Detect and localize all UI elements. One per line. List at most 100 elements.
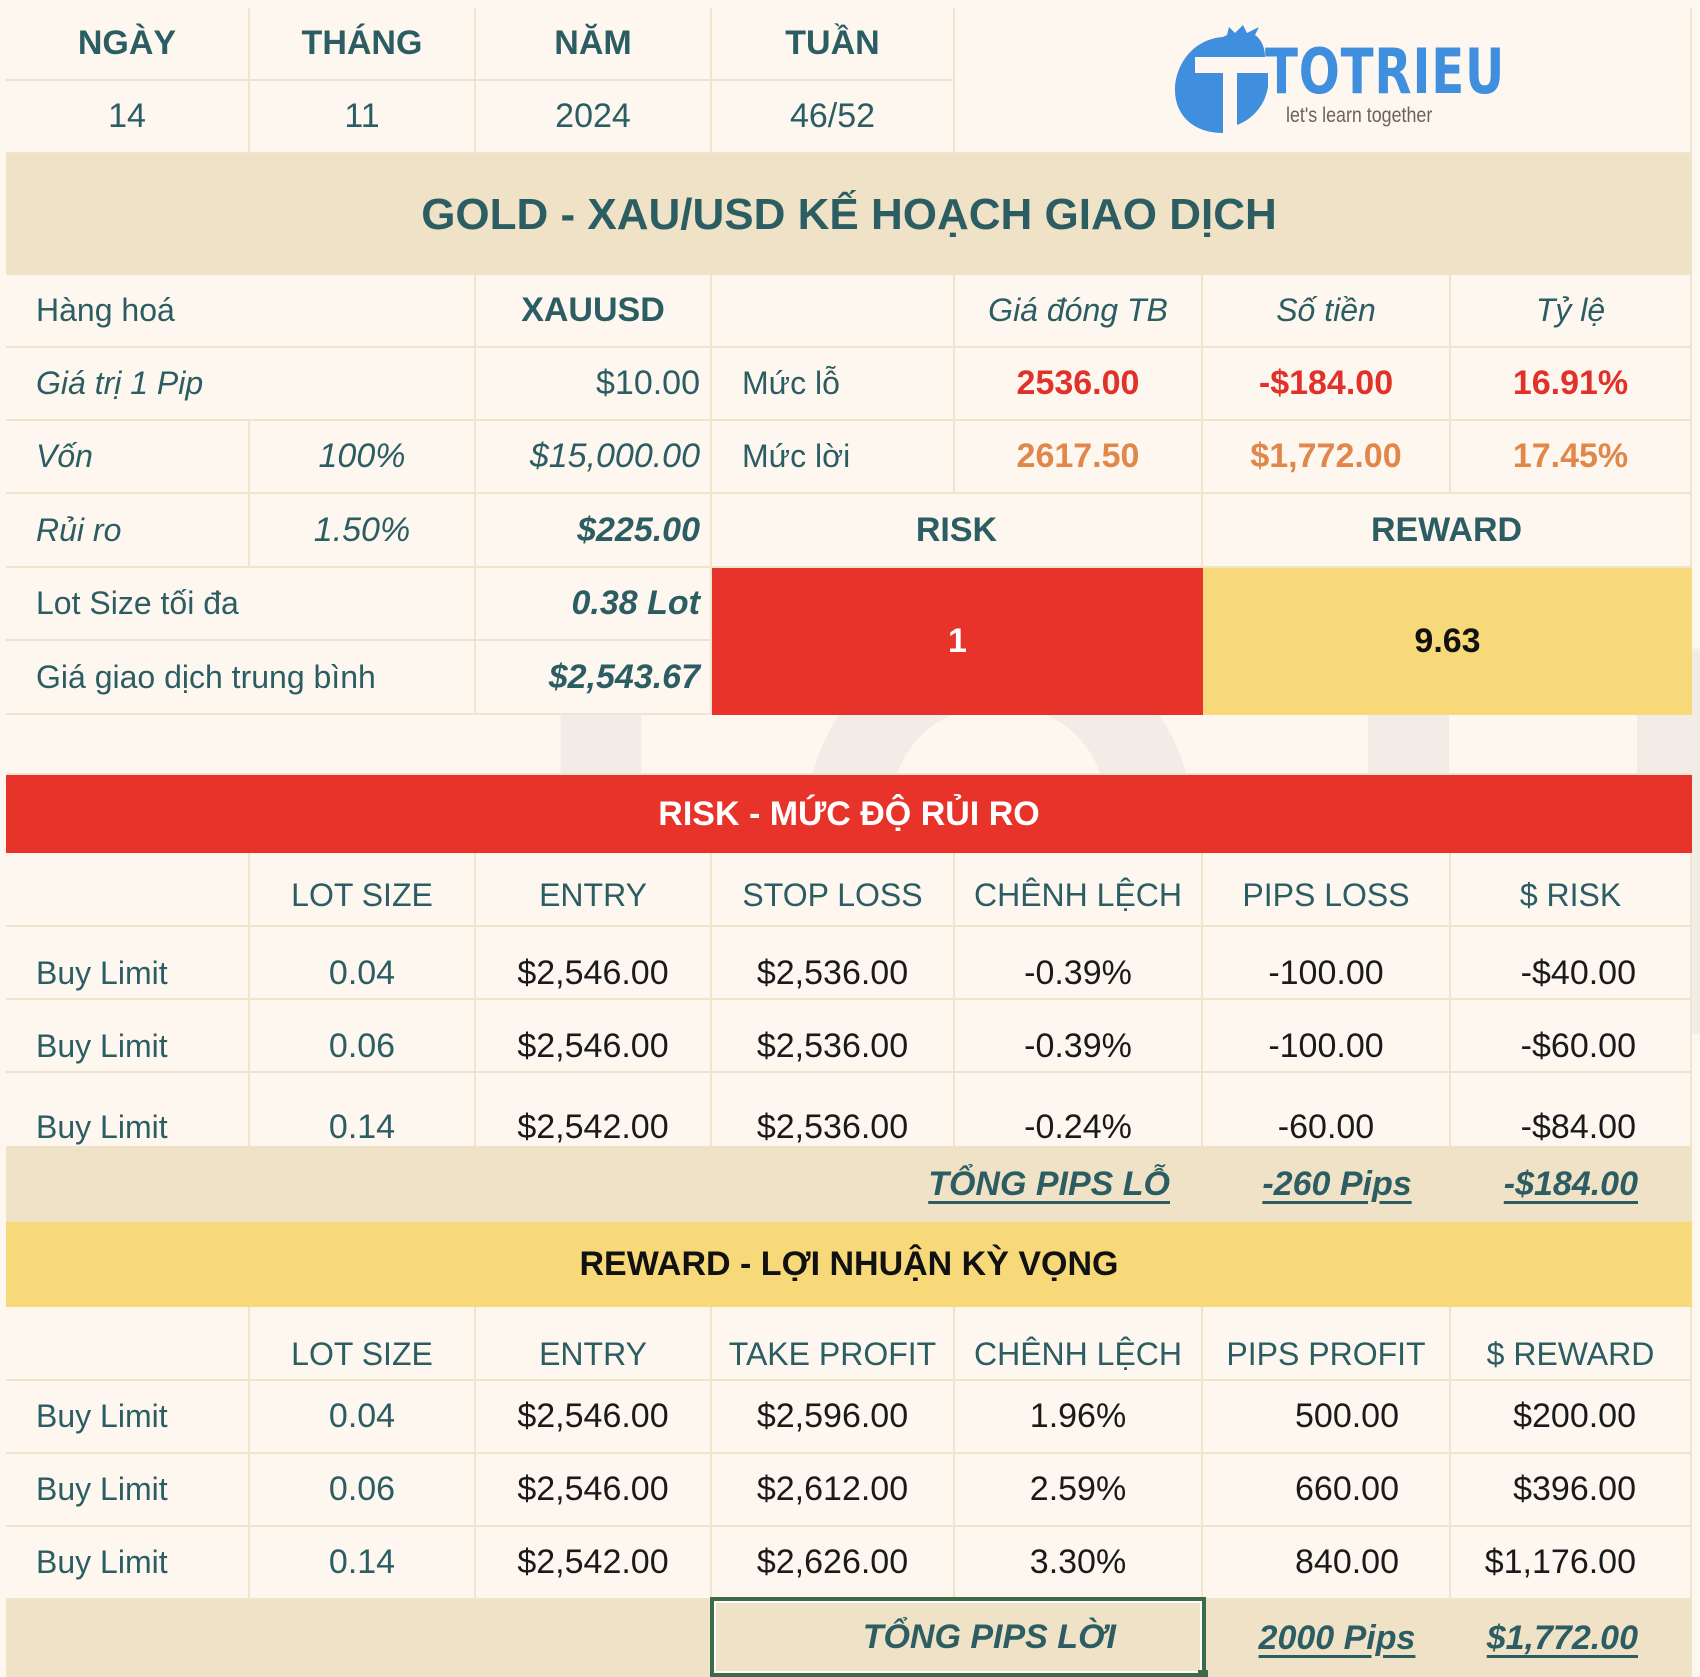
- risk-col-blank: [6, 853, 250, 927]
- reward-row-1-entry: $2,546.00: [476, 1381, 712, 1454]
- logo-brand: TOTRIEU: [1264, 35, 1505, 108]
- commodity-value: XAUUSD: [476, 275, 712, 348]
- risk-row-3-sl: $2,536.00: [712, 1073, 955, 1146]
- profit-level-pct: 17.45%: [1451, 421, 1692, 494]
- risk-col-dollar-risk: $ RISK: [1451, 853, 1692, 927]
- ratio-risk-box: 1: [712, 568, 1203, 715]
- risk-row-1-type: Buy Limit: [6, 927, 250, 1000]
- loss-level-pct: 16.91%: [1451, 348, 1692, 421]
- header-week: TUẦN: [712, 8, 955, 81]
- risk-row-3-entry: $2,542.00: [476, 1073, 712, 1146]
- reward-row-1-pips: 500.00: [1203, 1381, 1451, 1454]
- risk-row-3-pips: -60.00: [1203, 1073, 1451, 1146]
- reward-row-3-dollar: $1,176.00: [1451, 1527, 1692, 1600]
- risk-total-amount: -$184.00: [1503, 1164, 1638, 1203]
- levels-header-amount: Số tiền: [1203, 275, 1451, 348]
- page-title: GOLD - XAU/USD KẾ HOẠCH GIAO DỊCH: [421, 189, 1277, 239]
- reward-row-2-pips: 660.00: [1203, 1454, 1451, 1527]
- risk-row-2-dollar: -$60.00: [1451, 1000, 1692, 1073]
- ratio-risk-label: RISK: [712, 494, 1203, 568]
- capital-label: Vốn: [6, 421, 250, 494]
- risk-total-label: TỔNG PIPS LỖ: [928, 1164, 1170, 1203]
- reward-total-label-cell[interactable]: TỔNG PIPS LỜI: [710, 1597, 1206, 1677]
- risk-row-2-entry: $2,546.00: [476, 1000, 712, 1073]
- reward-row-1-diff: 1.96%: [955, 1381, 1203, 1454]
- reward-row-3-tp: $2,626.00: [712, 1527, 955, 1600]
- ratio-reward-box: 9.63: [1203, 568, 1692, 715]
- risk-section-title: RISK - MỨC ĐỘ RỦI RO: [658, 794, 1040, 833]
- risk-row-3-diff: -0.24%: [955, 1073, 1203, 1146]
- risk-row-1-dollar: -$40.00: [1451, 927, 1692, 1000]
- reward-total-pips: 2000 Pips: [1258, 1619, 1416, 1657]
- reward-row-1-dollar: $200.00: [1451, 1381, 1692, 1454]
- reward-row-3-entry: $2,542.00: [476, 1527, 712, 1600]
- risk-row-2-sl: $2,536.00: [712, 1000, 955, 1073]
- risk-total-pips: -260 Pips: [1262, 1164, 1412, 1203]
- reward-total-row: [6, 1600, 1692, 1677]
- pip-value-label: Giá trị 1 Pip: [6, 348, 476, 421]
- reward-row-3-lot: 0.14: [250, 1527, 476, 1600]
- max-lot-value: 0.38 Lot: [476, 568, 712, 641]
- logo-flame-t-icon: [1174, 25, 1268, 133]
- loss-level-price: 2536.00: [955, 348, 1203, 421]
- profit-level-price: 2617.50: [955, 421, 1203, 494]
- risk-value: $225.00: [476, 494, 712, 568]
- ratio-reward-value: 9.63: [1414, 622, 1481, 660]
- levels-blank-header: [712, 275, 955, 348]
- ratio-risk-value: 1: [948, 622, 967, 660]
- logo-cell: TOTRIEU let's learn together: [955, 8, 1692, 154]
- reward-row-2-lot: 0.06: [250, 1454, 476, 1527]
- selection-fill-handle[interactable]: [1198, 1670, 1208, 1677]
- risk-col-lot-size: LOT SIZE: [250, 853, 476, 927]
- reward-section-band: REWARD - LỢI NHUẬN KỲ VỌNG: [6, 1222, 1692, 1307]
- reward-section-title: REWARD - LỢI NHUẬN KỲ VỌNG: [579, 1245, 1119, 1283]
- profit-level-amount: $1,772.00: [1203, 421, 1451, 494]
- logo-tagline: let's learn together: [1285, 104, 1432, 127]
- reward-row-2-tp: $2,612.00: [712, 1454, 955, 1527]
- reward-row-2-dollar: $396.00: [1451, 1454, 1692, 1527]
- levels-header-ratio: Tỷ lệ: [1451, 275, 1692, 348]
- reward-row-3-type: Buy Limit: [6, 1527, 250, 1600]
- reward-row-2-type: Buy Limit: [6, 1454, 250, 1527]
- avg-price-value: $2,543.67: [476, 641, 712, 715]
- risk-col-diff: CHÊNH LỆCH: [955, 853, 1203, 927]
- reward-row-1-tp: $2,596.00: [712, 1381, 955, 1454]
- header-year: NĂM: [476, 8, 712, 81]
- reward-col-pips-profit: PIPS PROFIT: [1203, 1307, 1451, 1381]
- logo: TOTRIEU let's learn together: [1173, 25, 1504, 135]
- risk-row-2-pips: -100.00: [1203, 1000, 1451, 1073]
- risk-row-2-lot: 0.06: [250, 1000, 476, 1073]
- value-day: 14: [6, 81, 250, 154]
- reward-row-2-entry: $2,546.00: [476, 1454, 712, 1527]
- reward-col-diff: CHÊNH LỆCH: [955, 1307, 1203, 1381]
- capital-value: $15,000.00: [476, 421, 712, 494]
- loss-level-label: Mức lỗ: [712, 348, 955, 421]
- max-lot-label: Lot Size tối đa: [6, 568, 476, 641]
- profit-level-label: Mức lời: [712, 421, 955, 494]
- reward-row-1-type: Buy Limit: [6, 1381, 250, 1454]
- reward-row-1-lot: 0.04: [250, 1381, 476, 1454]
- reward-total-amount: $1,772.00: [1486, 1619, 1638, 1657]
- levels-header-close-price: Giá đóng TB: [955, 275, 1203, 348]
- risk-row-3-dollar: -$84.00: [1451, 1073, 1692, 1146]
- reward-col-entry: ENTRY: [476, 1307, 712, 1381]
- reward-col-dollar-reward: $ REWARD: [1451, 1307, 1692, 1381]
- page-title-band: GOLD - XAU/USD KẾ HOẠCH GIAO DỊCH: [6, 154, 1692, 275]
- header-day: NGÀY: [6, 8, 250, 81]
- risk-row-1-diff: -0.39%: [955, 927, 1203, 1000]
- risk-row-2-diff: -0.39%: [955, 1000, 1203, 1073]
- ratio-reward-label: REWARD: [1203, 494, 1692, 568]
- header-month: THÁNG: [250, 8, 476, 81]
- risk-col-entry: ENTRY: [476, 853, 712, 927]
- risk-row-3-type: Buy Limit: [6, 1073, 250, 1146]
- reward-col-lot-size: LOT SIZE: [250, 1307, 476, 1381]
- risk-row-2-type: Buy Limit: [6, 1000, 250, 1073]
- commodity-label: Hàng hoá: [6, 275, 476, 348]
- value-year: 2024: [476, 81, 712, 154]
- reward-row-3-pips: 840.00: [1203, 1527, 1451, 1600]
- reward-col-take-profit: TAKE PROFIT: [712, 1307, 955, 1381]
- risk-section-band: RISK - MỨC ĐỘ RỦI RO: [6, 775, 1692, 853]
- capital-pct: 100%: [250, 421, 476, 494]
- pip-value: $10.00: [476, 348, 712, 421]
- spacer-row: [6, 715, 1692, 775]
